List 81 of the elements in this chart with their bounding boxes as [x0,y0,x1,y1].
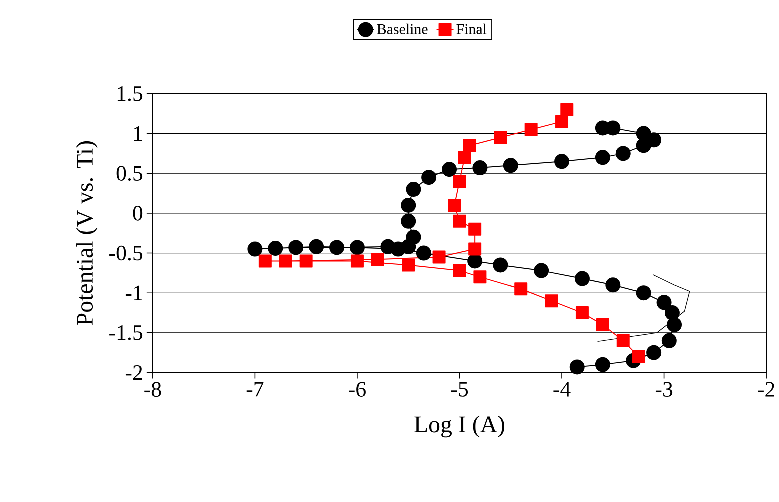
point [350,240,365,256]
x-axis-title: Log I (A) [414,416,504,438]
point [350,254,364,268]
point [380,240,396,255]
point [468,223,482,236]
point [596,318,610,332]
y-tick-label: -2 [126,366,142,380]
point [554,154,570,170]
point [662,334,677,349]
x-tick-label: -6 [349,382,366,398]
point [632,350,646,364]
point [453,215,466,228]
x-tick-label: -5 [451,382,468,397]
point [503,158,518,174]
point [667,318,682,333]
point [646,346,662,360]
point [309,240,324,255]
point [330,240,345,256]
y-axis-title: Potential (V vs. Ti) [76,142,98,326]
point [279,254,292,268]
x-tick-label: -4 [554,382,571,397]
point [458,151,472,164]
point [514,282,528,296]
line-series [597,274,690,342]
point [402,258,416,272]
point [574,271,590,286]
point [422,170,437,186]
x-tick-label: -2 [758,382,774,397]
legend-label: Baseline [377,24,428,35]
point [545,294,558,308]
point [474,270,487,284]
point [524,123,538,136]
point [472,160,488,176]
point [406,230,422,245]
point [570,360,585,375]
point [616,146,631,162]
x-tick-label: -3 [656,382,673,398]
point [534,263,550,278]
point [468,254,483,269]
point [560,104,574,117]
point [258,254,272,268]
point [636,126,652,142]
x-tick-label: -8 [144,382,162,398]
point [494,131,508,144]
point [300,254,313,268]
point [442,162,458,178]
point [371,253,384,266]
legend-label: Final [456,24,487,35]
point [576,306,589,320]
point [406,182,422,198]
point [595,120,610,136]
y-tick-label: 1 [134,126,142,142]
point [664,306,680,321]
y-tick-label: 0.5 [116,166,143,182]
point [616,334,630,348]
point [595,150,610,166]
point [268,241,284,256]
point [401,198,416,214]
y-tick-label: -0.5 [110,246,143,261]
x-tick-label: -7 [246,382,264,397]
point [468,242,482,256]
point [448,199,462,212]
point [453,175,466,188]
point [556,115,569,128]
point [248,242,263,257]
point [493,258,508,273]
point [288,240,304,256]
point [416,246,432,261]
point [401,214,416,230]
point [606,278,621,293]
point [595,357,610,372]
point [463,139,476,152]
y-tick-label: 0 [133,206,143,221]
point [656,295,672,310]
y-tick-label: -1 [126,286,142,300]
point [636,286,652,301]
point [453,264,466,278]
point [432,250,446,264]
y-tick-label: -1.5 [110,326,143,340]
point [646,132,662,148]
y-tick-label: 1.5 [118,86,143,102]
